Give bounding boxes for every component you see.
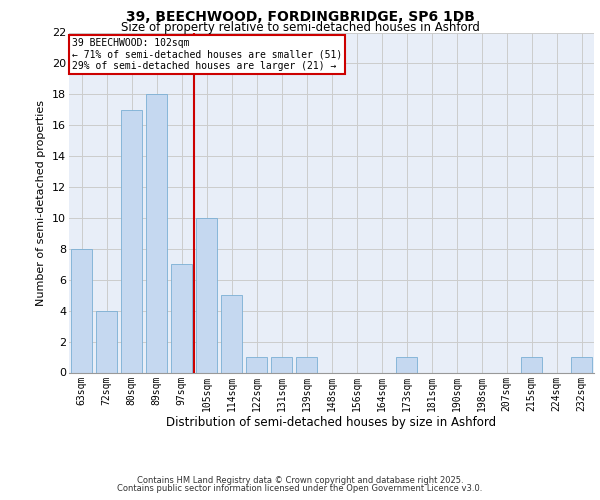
Text: Size of property relative to semi-detached houses in Ashford: Size of property relative to semi-detach… [121,21,479,34]
Bar [121,110,142,372]
Bar [171,264,192,372]
Bar [296,357,317,372]
Text: 39 BEECHWOOD: 102sqm
← 71% of semi-detached houses are smaller (51)
29% of semi-: 39 BEECHWOOD: 102sqm ← 71% of semi-detac… [71,38,342,71]
Bar [146,94,167,372]
Text: Contains HM Land Registry data © Crown copyright and database right 2025.: Contains HM Land Registry data © Crown c… [137,476,463,485]
Bar [196,218,217,372]
Bar [246,357,267,372]
Bar [271,357,292,372]
Bar [71,249,92,372]
Bar [96,310,117,372]
Bar [221,295,242,372]
Text: Contains public sector information licensed under the Open Government Licence v3: Contains public sector information licen… [118,484,482,493]
Text: 39, BEECHWOOD, FORDINGBRIDGE, SP6 1DB: 39, BEECHWOOD, FORDINGBRIDGE, SP6 1DB [125,10,475,24]
X-axis label: Distribution of semi-detached houses by size in Ashford: Distribution of semi-detached houses by … [166,416,497,429]
Y-axis label: Number of semi-detached properties: Number of semi-detached properties [37,100,46,306]
Bar [396,357,417,372]
Bar [571,357,592,372]
Bar [521,357,542,372]
